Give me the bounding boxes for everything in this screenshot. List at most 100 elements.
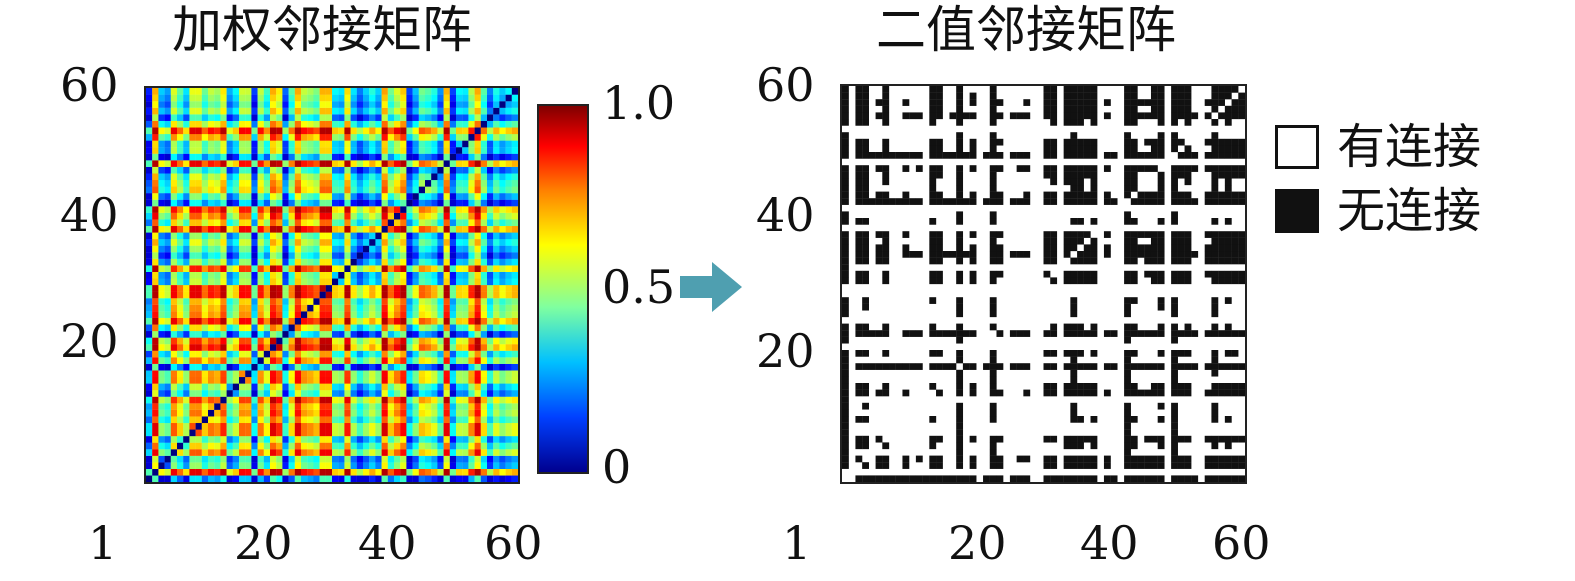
binary-cell bbox=[862, 350, 870, 357]
heat-cell bbox=[195, 252, 202, 259]
heat-cell bbox=[437, 193, 444, 200]
heat-cell bbox=[431, 140, 438, 148]
binary-cell bbox=[842, 99, 849, 106]
heat-cell bbox=[177, 429, 184, 437]
binary-cell bbox=[1070, 409, 1078, 417]
heat-cell bbox=[332, 409, 339, 417]
binary-cell bbox=[1050, 191, 1058, 199]
heat-cell bbox=[263, 239, 271, 246]
heat-cell bbox=[437, 324, 444, 332]
heat-cell bbox=[406, 186, 413, 194]
heat-cell bbox=[443, 88, 450, 95]
heat-cell bbox=[369, 245, 376, 253]
heat-cell bbox=[170, 311, 178, 318]
heat-cell bbox=[276, 245, 283, 253]
heat-cell bbox=[443, 258, 450, 266]
heat-cell bbox=[381, 179, 388, 187]
binary-cell bbox=[936, 350, 943, 357]
heat-cell bbox=[208, 304, 215, 312]
binary-cell bbox=[1171, 389, 1178, 397]
heat-cell bbox=[480, 317, 488, 325]
binary-cell bbox=[1171, 138, 1178, 146]
heat-cell bbox=[158, 298, 165, 305]
heat-cell bbox=[418, 436, 426, 443]
heat-cell bbox=[158, 449, 165, 456]
binary-cell bbox=[1184, 191, 1192, 199]
heat-cell bbox=[400, 147, 407, 154]
heat-cell bbox=[239, 278, 246, 286]
heat-cell bbox=[350, 370, 357, 378]
binary-cell bbox=[1050, 323, 1058, 331]
heat-cell bbox=[369, 330, 376, 338]
heat-cell bbox=[480, 422, 488, 430]
binary-cell bbox=[1077, 237, 1084, 245]
heat-cell bbox=[183, 298, 190, 305]
heat-cell bbox=[201, 140, 209, 148]
heat-cell bbox=[239, 429, 246, 437]
heat-cell bbox=[487, 166, 494, 174]
binary-cell bbox=[902, 231, 910, 238]
heat-cell bbox=[350, 271, 357, 279]
heat-cell bbox=[387, 436, 395, 443]
heat-cell bbox=[307, 245, 314, 253]
heat-cell bbox=[332, 147, 339, 154]
heat-cell bbox=[363, 285, 370, 292]
heat-cell bbox=[474, 173, 481, 181]
binary-cell bbox=[956, 152, 964, 159]
heat-cell bbox=[263, 140, 271, 148]
left-x-tick-60: 60 bbox=[484, 516, 543, 570]
heat-cell bbox=[208, 239, 215, 246]
heat-cell bbox=[412, 278, 419, 286]
heat-cell bbox=[319, 101, 326, 108]
heat-cell bbox=[245, 442, 252, 450]
heat-cell bbox=[276, 252, 283, 259]
binary-cell bbox=[1124, 435, 1131, 443]
heat-cell bbox=[344, 422, 351, 430]
binary-cell bbox=[1211, 178, 1219, 186]
heat-cell bbox=[158, 429, 165, 437]
heat-cell bbox=[195, 160, 202, 167]
heat-cell bbox=[418, 120, 426, 128]
binary-cell bbox=[1103, 191, 1111, 199]
heat-cell bbox=[474, 199, 481, 207]
heat-cell bbox=[350, 396, 357, 404]
heat-cell bbox=[474, 166, 481, 174]
binary-cell bbox=[1171, 442, 1178, 450]
heat-cell bbox=[195, 278, 202, 286]
heat-cell bbox=[208, 140, 215, 148]
heat-cell bbox=[220, 416, 227, 424]
heat-cell bbox=[276, 344, 283, 351]
binary-cell bbox=[1211, 369, 1219, 377]
heat-cell bbox=[487, 101, 494, 108]
heat-cell bbox=[307, 370, 314, 378]
heat-cell bbox=[387, 344, 395, 351]
binary-cell bbox=[842, 389, 849, 397]
heat-cell bbox=[146, 344, 153, 351]
binary-cell bbox=[929, 237, 937, 245]
heat-cell bbox=[257, 101, 264, 108]
binary-cell bbox=[1070, 257, 1078, 265]
heat-cell bbox=[449, 311, 457, 318]
heat-cell bbox=[232, 140, 240, 148]
heat-cell bbox=[325, 147, 333, 154]
heat-cell bbox=[245, 475, 252, 482]
binary-cell bbox=[902, 244, 910, 252]
heat-cell bbox=[307, 409, 314, 417]
heat-cell bbox=[437, 383, 444, 391]
heat-cell bbox=[232, 390, 240, 397]
heat-cell bbox=[251, 449, 258, 456]
binary-cell bbox=[1184, 350, 1192, 357]
heat-cell bbox=[301, 212, 308, 220]
heat-cell bbox=[152, 291, 159, 299]
heat-cell bbox=[152, 324, 159, 332]
heat-cell bbox=[437, 120, 444, 128]
heat-cell bbox=[344, 232, 351, 240]
heat-cell bbox=[387, 219, 395, 227]
heat-cell bbox=[338, 133, 345, 141]
binary-cell bbox=[842, 416, 849, 423]
heat-cell bbox=[288, 107, 295, 115]
heat-cell bbox=[195, 101, 202, 108]
heat-cell bbox=[406, 291, 413, 299]
heat-cell bbox=[375, 376, 382, 384]
heat-cell bbox=[276, 88, 283, 95]
